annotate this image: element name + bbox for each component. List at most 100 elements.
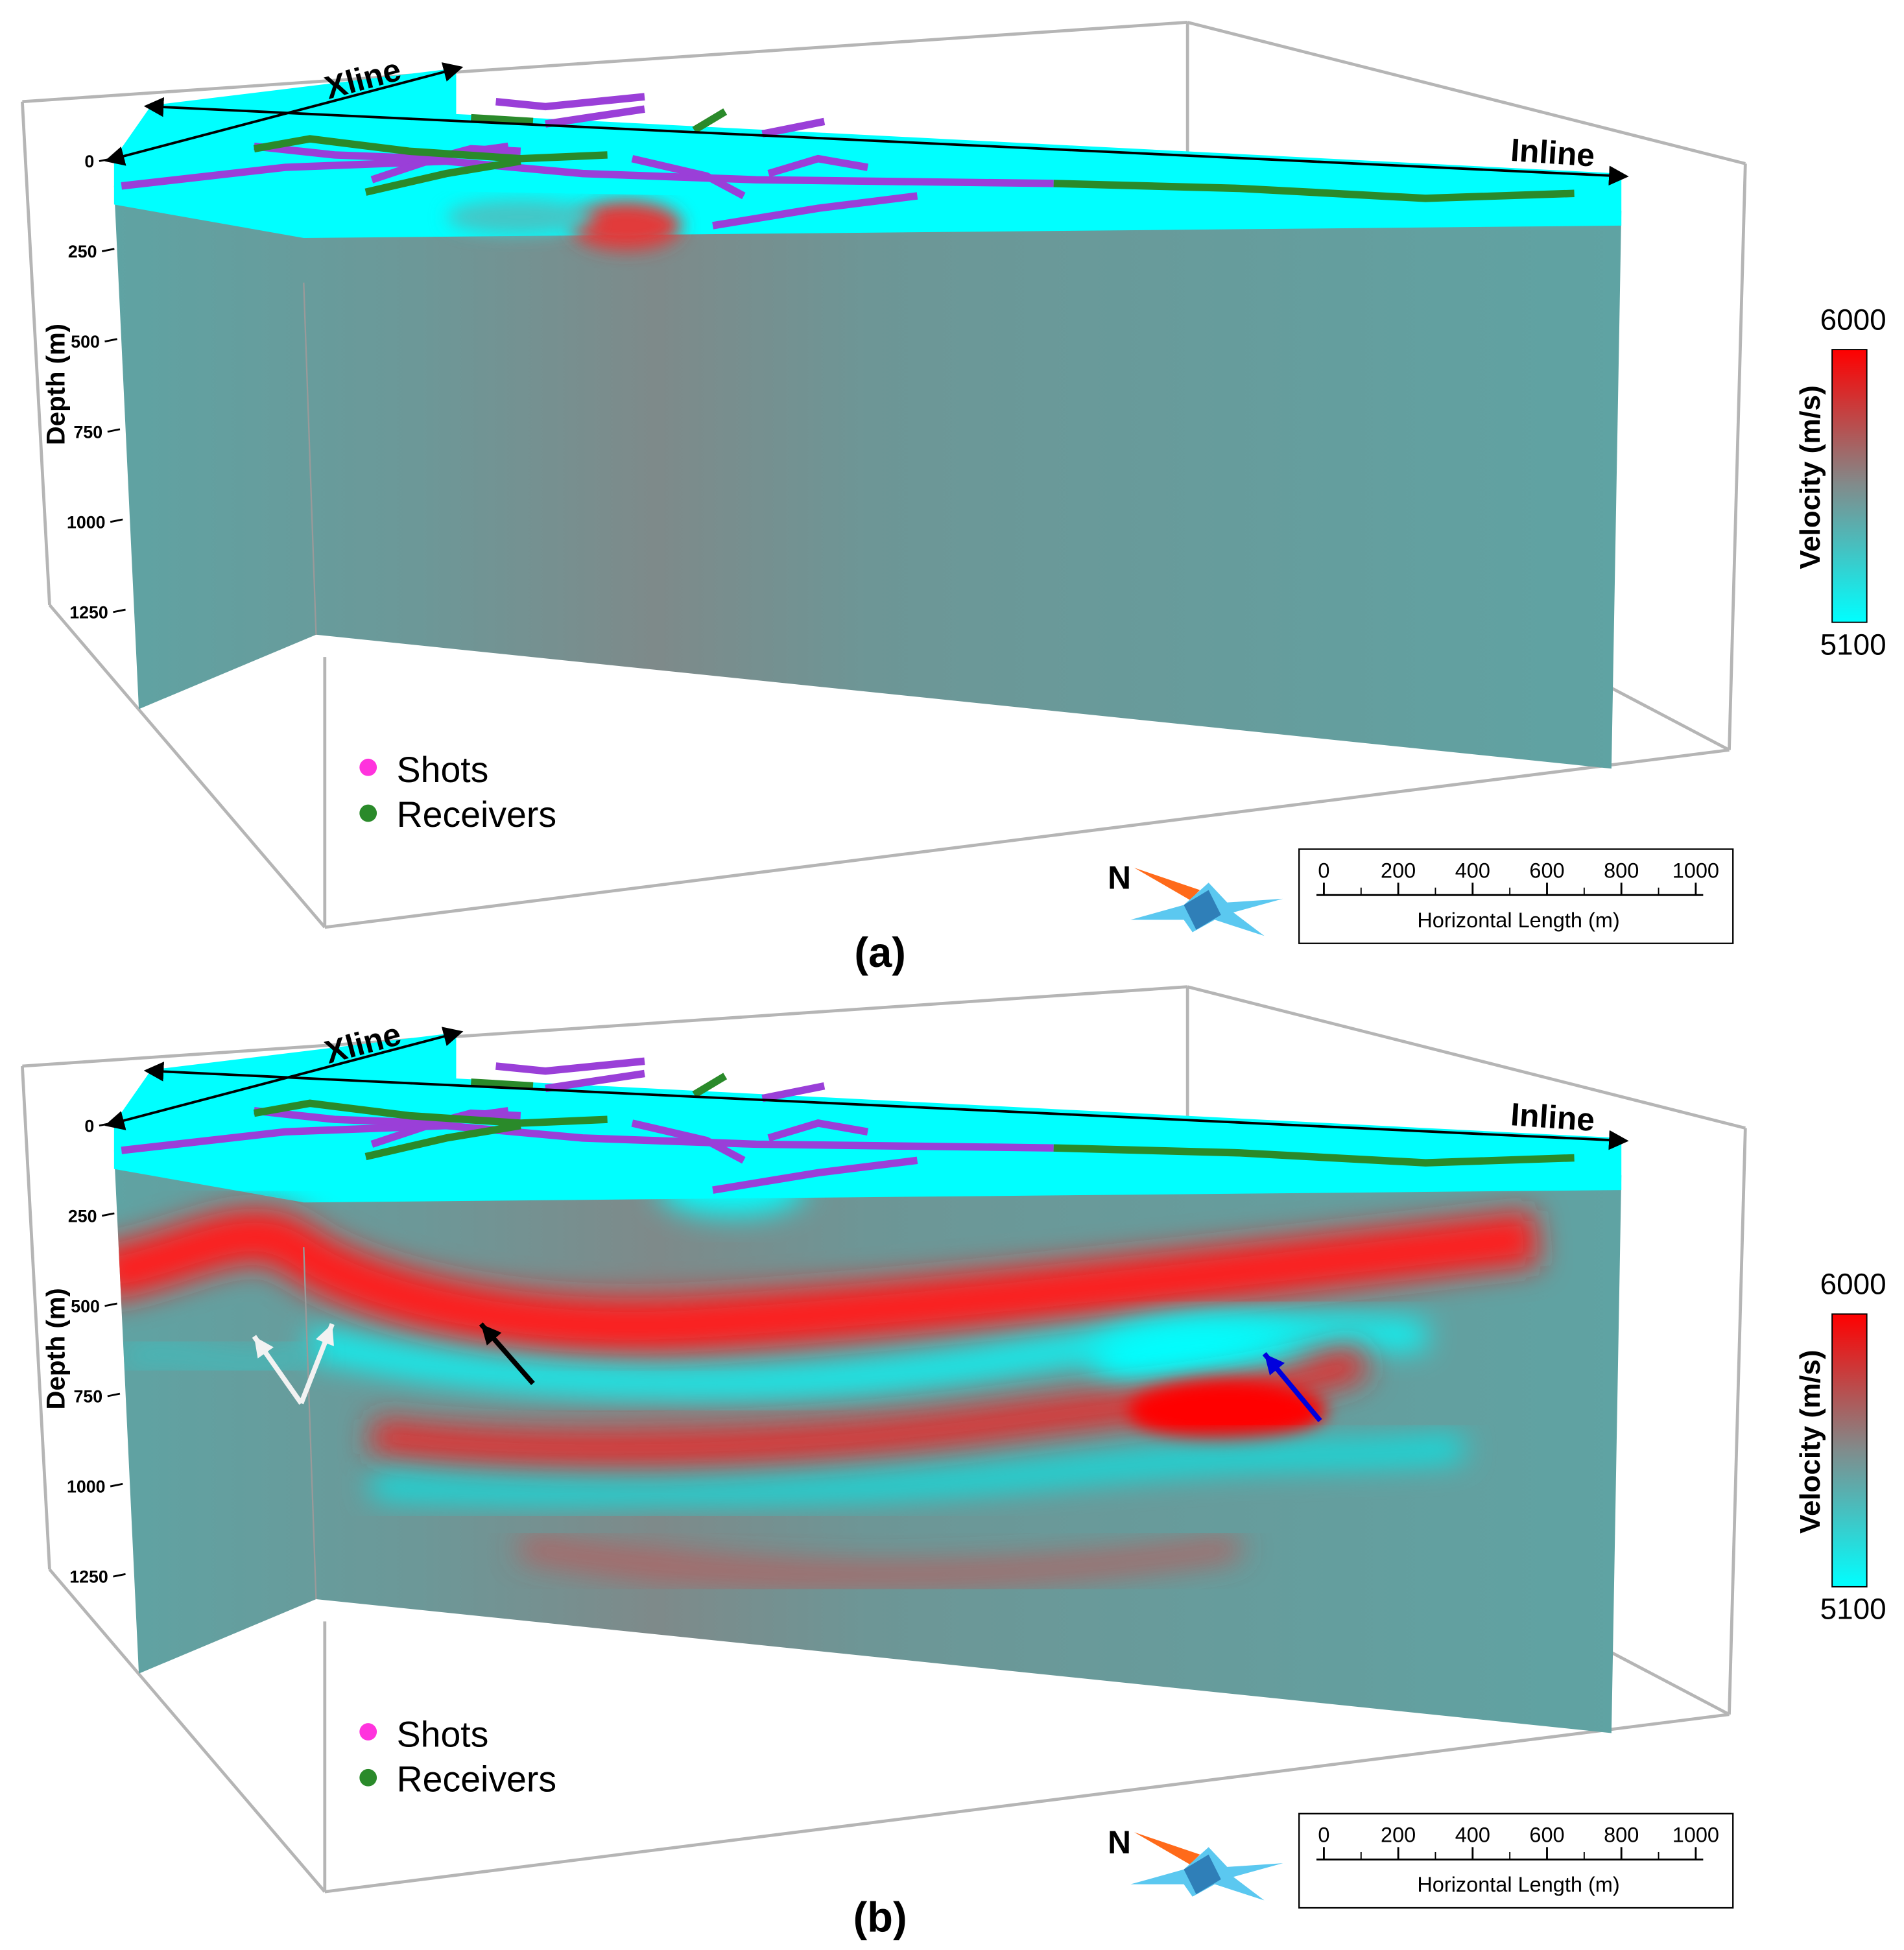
box-edge (48, 1568, 326, 1893)
depth-tick (113, 1573, 126, 1578)
box-edge (22, 985, 1188, 1068)
velocity-plane (113, 185, 1622, 769)
depth-tick-label: 750 (74, 1387, 103, 1407)
survey-line (1053, 1144, 1575, 1167)
box-edge (21, 101, 51, 606)
colorbar-max: 6000 (1820, 302, 1886, 336)
compass (1130, 1832, 1283, 1901)
legend-label: Receivers (397, 794, 556, 835)
box-edge (1728, 1128, 1747, 1715)
scale-bar-tick-label: 600 (1529, 1824, 1564, 1847)
north-label: N (1108, 1824, 1131, 1861)
depth-tick-label: 1000 (67, 512, 106, 532)
anomaly (371, 1436, 1464, 1504)
survey-line (712, 1156, 918, 1194)
colorbar-title: Velocity (m/s) (1794, 385, 1826, 569)
box-edge (324, 1713, 1730, 1894)
anomaly (570, 200, 682, 251)
colorbar-min: 5100 (1820, 1592, 1886, 1626)
compass-arrow (1134, 1832, 1200, 1865)
depth-title: Depth (m) (41, 1288, 70, 1409)
depth-tick (99, 1122, 112, 1127)
scale-bar-box (1298, 1813, 1734, 1909)
inline-label: Inline (1510, 132, 1596, 174)
scale-bar-tick-label: 200 (1381, 1824, 1416, 1847)
colorbar (1831, 1313, 1868, 1587)
colorbar-title: Velocity (m/s) (1794, 1350, 1826, 1534)
scale-bar-tick-label: 1000 (1672, 859, 1719, 882)
depth-tick-label: 1250 (69, 602, 108, 622)
inline-arrow (143, 97, 1629, 186)
box-edge (21, 1065, 51, 1570)
scale-bar-tick-label: 0 (1318, 859, 1329, 882)
scale-bar-tick-label: 400 (1455, 859, 1490, 882)
legend-label: Receivers (397, 1759, 556, 1799)
colorbar-min: 5100 (1820, 627, 1886, 661)
plane-edge (303, 282, 317, 635)
box-edge (1610, 1651, 1730, 1716)
depth-tick-label: 750 (74, 422, 103, 442)
annotation-arrowhead (1264, 1353, 1285, 1375)
compass-star (1184, 1854, 1221, 1894)
compass-arrow (1134, 868, 1200, 900)
scale-bar-tick-label: 800 (1604, 1824, 1639, 1847)
depth-tick-label: 0 (84, 152, 94, 171)
legend-label: Shots (397, 750, 489, 790)
box-edge (1610, 686, 1730, 752)
annotation-arrowhead (316, 1324, 334, 1346)
depth-tick (99, 158, 112, 162)
scale-bar-tick-label: 0 (1318, 1824, 1329, 1847)
scale-bar-box (1298, 848, 1734, 944)
scale-bar-title: Horizontal Length (m) (1417, 1873, 1619, 1896)
depth-tick (104, 1302, 117, 1307)
depth-tick-label: 250 (68, 242, 97, 261)
depth-tick (107, 1392, 121, 1397)
scale-bar-tick-label: 600 (1529, 859, 1564, 882)
anomaly (519, 1538, 1241, 1584)
legend-marker (359, 758, 377, 776)
anomaly (1128, 1379, 1327, 1442)
depth-tick (110, 518, 123, 523)
survey-line (495, 1057, 645, 1075)
depth-tick (101, 1212, 115, 1217)
survey-line (712, 192, 918, 230)
anomaly (113, 1208, 1541, 1354)
depth-tick-label: 1250 (69, 1567, 108, 1587)
legend-marker (359, 1768, 377, 1787)
depth-tick (110, 1482, 123, 1488)
colorbar-max: 6000 (1820, 1267, 1886, 1301)
north-label: N (1108, 860, 1131, 896)
scale-bar-tick-label: 800 (1604, 859, 1639, 882)
anomaly (307, 1315, 1427, 1397)
depth-title: Depth (m) (41, 324, 70, 445)
anomalies (113, 1160, 1541, 1584)
box-edge (1187, 985, 1746, 1130)
box-edge (1728, 163, 1747, 750)
anomaly (446, 199, 595, 235)
depth-tick-label: 500 (71, 1296, 100, 1316)
inline-label: Inline (1510, 1096, 1596, 1138)
depth-tick (104, 338, 117, 343)
depth-tick-label: 0 (84, 1116, 94, 1136)
depth-tick (101, 248, 115, 252)
depth-tick-label: 500 (71, 332, 100, 351)
survey-line (495, 93, 645, 111)
panel-label: (a) (854, 929, 905, 976)
depth-tick (113, 608, 126, 613)
scale-bar-tick-label: 1000 (1672, 1824, 1719, 1847)
scale-bar-tick-label: 400 (1455, 1824, 1490, 1847)
legend-label: Shots (397, 1714, 489, 1754)
scale-bar-title: Horizontal Length (m) (1417, 909, 1619, 932)
compass-star (1184, 890, 1221, 930)
legend-marker (359, 1723, 377, 1741)
panel-label: (b) (853, 1893, 907, 1940)
plane-edge (303, 1247, 317, 1600)
anomalies (446, 199, 682, 251)
annotation-arrowhead (254, 1336, 274, 1359)
survey-line (1053, 180, 1575, 202)
box-edge (22, 21, 1188, 104)
box-edge (48, 604, 326, 929)
